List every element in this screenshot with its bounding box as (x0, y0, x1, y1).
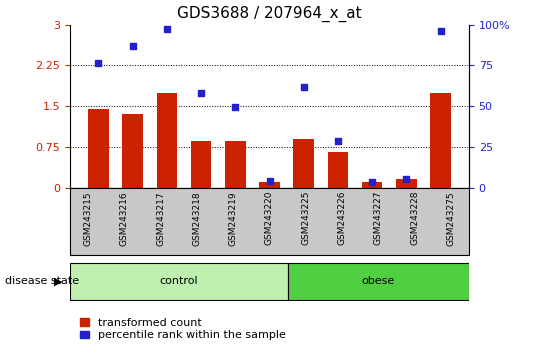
Text: GSM243219: GSM243219 (229, 191, 238, 246)
Text: GSM243275: GSM243275 (446, 191, 455, 246)
Text: GSM243220: GSM243220 (265, 191, 274, 245)
Text: GSM243227: GSM243227 (374, 191, 383, 245)
Text: GSM243215: GSM243215 (84, 191, 93, 246)
Point (128, 44, 137, 49)
Point (402, 177, 411, 182)
Text: obese: obese (362, 276, 395, 286)
Bar (328, 152, 348, 188)
Text: GSM243226: GSM243226 (337, 191, 347, 245)
Text: GSM243228: GSM243228 (410, 191, 419, 245)
Text: control: control (160, 276, 198, 286)
Bar (430, 93, 451, 188)
Bar (157, 93, 177, 188)
Text: disease state: disease state (5, 276, 80, 286)
Point (163, 26, 171, 32)
Point (197, 90, 205, 96)
Point (231, 104, 240, 110)
Point (368, 179, 376, 185)
Bar (396, 179, 417, 188)
Text: ▶: ▶ (53, 276, 62, 286)
Bar (225, 142, 246, 188)
Legend: transformed count, percentile rank within the sample: transformed count, percentile rank withi… (75, 314, 290, 345)
Bar (122, 114, 143, 188)
Text: GSM243225: GSM243225 (301, 191, 310, 245)
Bar (362, 182, 382, 188)
Point (436, 28, 445, 34)
Point (334, 139, 342, 144)
Point (265, 178, 274, 184)
Text: GSM243217: GSM243217 (156, 191, 165, 246)
Text: GSM243216: GSM243216 (120, 191, 129, 246)
Bar (293, 139, 314, 188)
Point (299, 84, 308, 90)
Bar (259, 182, 280, 188)
Bar (191, 142, 211, 188)
Bar (288, 263, 469, 300)
Text: GSM243218: GSM243218 (192, 191, 202, 246)
Point (94, 60, 103, 65)
Bar (88, 109, 109, 188)
Bar (70, 263, 288, 300)
Title: GDS3688 / 207964_x_at: GDS3688 / 207964_x_at (177, 6, 362, 22)
